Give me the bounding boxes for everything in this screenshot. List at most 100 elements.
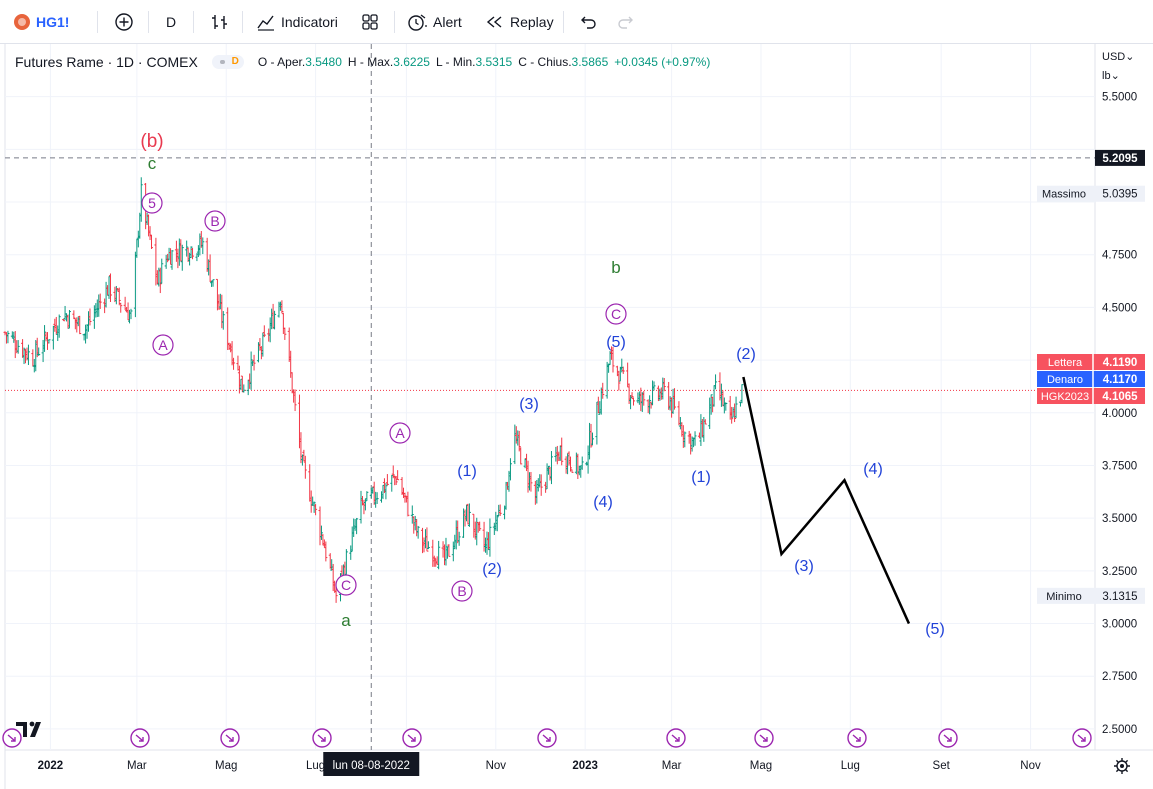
replay-label: Replay [510,13,554,30]
wave-label-w2: (2) [482,561,502,578]
top-toolbar: HG1! D Indicatori [0,0,1153,44]
ohlc-bar [630,392,634,399]
event-marker-icon[interactable] [847,728,867,748]
price-label-box [1037,185,1145,202]
ohlc-bar [108,273,112,303]
wave-circle [389,422,411,444]
interval-button[interactable]: D [166,0,176,43]
redo-button[interactable] [616,0,636,43]
ohlc-bar [539,474,543,496]
ohlc-bar [375,492,379,504]
unit-selector[interactable]: lb⌄ [1102,69,1120,82]
ohlc-bar [67,310,71,329]
ohlc-bar [488,518,492,557]
event-marker-icon[interactable] [754,728,774,748]
ohlc-bar [394,475,398,486]
event-marker-icon[interactable] [666,728,686,748]
ohlc-bar [150,234,154,249]
crosshair-date-label: lun 08-08-2022 [333,760,410,772]
event-marker-icon[interactable] [537,728,557,748]
settings-gear-icon[interactable] [1114,758,1130,774]
chart-type-button[interactable] [210,0,230,43]
currency-label: USD [1102,51,1126,63]
ohlc-bar [57,314,61,338]
ohlc-bar [406,491,410,517]
interval-label: D [166,13,177,30]
event-marker-icon[interactable] [1072,728,1092,748]
ohlc-bar [730,406,734,424]
ohlc-bar [280,300,284,314]
ohlc-bar [416,525,420,539]
price-labels: 5.2095 Massimo 5.0395 Minimo 3.1315 Lettera 4.… [1037,149,1145,604]
ohlc-bar [652,381,656,391]
ohlc-bar [519,447,523,465]
ohlc-bar [26,344,30,366]
ohlc-bar [170,250,174,270]
compare-button[interactable] [114,0,134,43]
event-marker-icon[interactable] [312,728,332,748]
wave-label-A_circle_1: A [158,337,168,353]
ohlc-bar [508,458,512,481]
event-marker-icon[interactable] [2,728,22,748]
symbol-search-button[interactable]: HG1! [14,0,69,43]
ohlc-bar [273,310,277,330]
ohlc-bar [529,471,533,492]
price-label-name: Massimo [1042,189,1086,201]
time-axis[interactable]: 2022 Mar Mag Lug Nov 2023 Mar Mag Lug Set Nov lun 0… [38,752,1041,776]
ohlc-bar [683,431,687,448]
layouts-button[interactable] [360,0,380,43]
price-tick-label: 2.7500 [1102,671,1137,683]
price-tick-label: 3.5000 [1102,513,1137,525]
wave-label-b_mid: b [611,258,620,277]
high-value: 3.6225 [393,55,430,69]
price-label-name: HGK2023 [1041,391,1089,403]
event-arrow-icon [225,734,234,742]
tradingview-logo [16,721,41,737]
wave-label-c_top: c [148,154,157,173]
ohlc-bar [293,389,297,412]
ohlc-bar [426,541,430,550]
event-marker-icon[interactable] [938,728,958,748]
ohlc-bar [324,541,328,562]
ohlc-bar [733,403,737,423]
currency-selector[interactable]: USD⌄ [1102,50,1134,63]
ohlc-bar [569,456,573,472]
undo-button[interactable] [578,0,598,43]
alert-button[interactable]: Alert [406,0,462,43]
event-marker-icon[interactable] [402,728,422,748]
ohlc-bar [232,357,236,370]
ohlc-bar [457,531,461,546]
ohlc-bar [709,394,713,415]
price-label-box [1037,388,1145,404]
toolbar-divider [97,11,98,33]
event-arrow-icon [852,734,861,742]
event-marker-icon[interactable] [220,728,240,748]
price-tick-label: 5.5000 [1102,92,1137,104]
price-label-value: 5.2095 [1102,153,1138,165]
legend-title[interactable]: Futures Rame · 1D · COMEX [15,54,198,70]
time-tick-label: Nov [1020,760,1041,772]
wave-label-w4: (4) [593,494,613,511]
wave-label-p2: (2) [736,346,756,363]
ohlc-bar [365,491,369,502]
indicators-label: Indicatori [281,13,338,30]
rewind-icon [486,15,502,28]
ohlc-bar [740,384,744,404]
ohlc-bar [262,325,266,338]
ohlc-bar [549,451,553,485]
ohlc-bar [410,505,414,524]
ohlc-bar [249,351,253,390]
wave-label-B_circle_1: B [210,213,219,229]
ohlc-bar [517,430,521,452]
wave-label-w5: (5) [606,334,626,351]
ohlc-bar [37,347,41,356]
event-marker-icon[interactable] [130,728,150,748]
price-axis[interactable]: 5.5000 4.7500 4.5000 4.0000 3.7500 3.5000 3.25… [1102,92,1137,736]
replay-button[interactable]: Replay [485,0,554,43]
horizontal-lines [5,44,1095,750]
ohlc-bar [6,330,10,344]
ohlc-bar [129,308,133,320]
indicators-button[interactable]: Indicatori [256,0,338,43]
data-status-badge[interactable]: D [211,55,244,69]
